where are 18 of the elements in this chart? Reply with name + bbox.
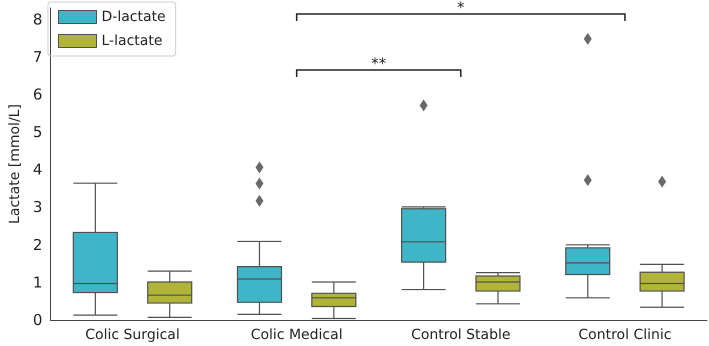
y-tick-label: 8 bbox=[32, 10, 42, 28]
x-tick-label: Control Stable bbox=[411, 327, 510, 343]
annotation: ** bbox=[371, 54, 387, 72]
legend-label: L-lactate bbox=[102, 33, 162, 49]
x-tick-label: Colic Surgical bbox=[85, 327, 180, 343]
y-tick-label: 4 bbox=[32, 160, 42, 179]
y-tick-label: 7 bbox=[32, 48, 42, 66]
x-tick-label: Colic Medical bbox=[250, 327, 343, 343]
y-tick-label: 2 bbox=[32, 236, 42, 254]
y-tick-label: 6 bbox=[32, 85, 42, 104]
y-tick-label: 1 bbox=[32, 273, 42, 292]
y-tick-label: 0 bbox=[32, 311, 42, 329]
y-tick-label: 3 bbox=[32, 198, 42, 216]
x-tick-label: Control Clinic bbox=[578, 327, 672, 343]
y-axis-title: Lactate [mmol/L] bbox=[7, 104, 23, 224]
legend-label: D-lactate bbox=[102, 9, 166, 25]
y-tick-label: 5 bbox=[32, 123, 42, 142]
annotation: * bbox=[457, 0, 466, 16]
